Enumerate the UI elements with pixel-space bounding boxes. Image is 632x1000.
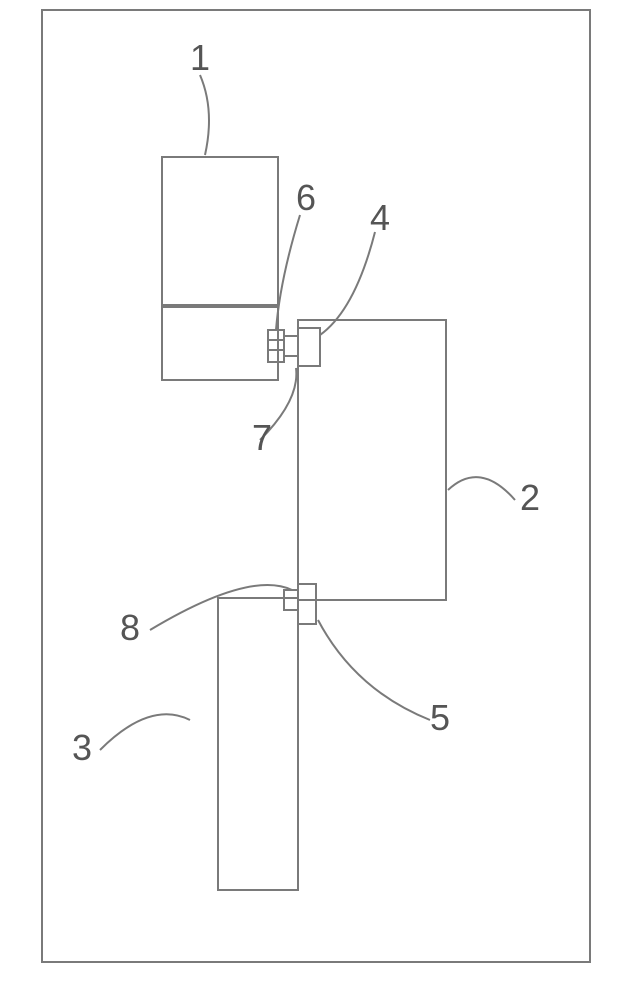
callout-l2: 2 <box>520 477 540 518</box>
notch-7 <box>284 336 298 356</box>
callout-l5: 5 <box>430 697 450 738</box>
leader-p6 <box>276 215 300 330</box>
callout-l7: 7 <box>252 417 272 458</box>
box-1-lower <box>162 305 278 380</box>
leader-p3 <box>100 714 190 750</box>
slot-6-inner <box>268 340 284 350</box>
slot-4 <box>298 328 320 366</box>
slot-5 <box>298 584 316 624</box>
box-3 <box>218 598 298 890</box>
leader-p1 <box>200 75 209 155</box>
notch-8 <box>284 590 298 610</box>
outer-frame <box>42 10 590 962</box>
slot-6 <box>268 330 284 362</box>
leader-p2 <box>448 477 515 500</box>
leader-p5 <box>318 620 430 720</box>
callout-l4: 4 <box>370 197 390 238</box>
callout-l3: 3 <box>72 727 92 768</box>
callout-l1: 1 <box>190 37 210 78</box>
callout-l6: 6 <box>296 177 316 218</box>
callout-l8: 8 <box>120 607 140 648</box>
leader-p8 <box>150 585 292 630</box>
box-1-upper <box>162 157 278 307</box>
